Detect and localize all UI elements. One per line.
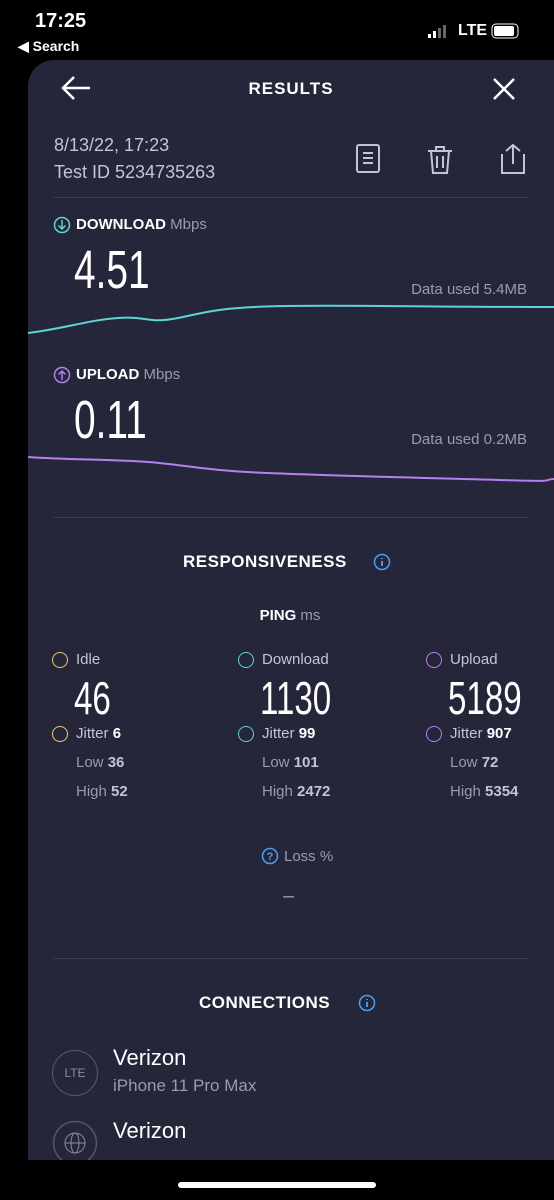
- ping-value: 46: [74, 672, 111, 724]
- lte-icon: LTE: [52, 1050, 98, 1096]
- low-value: 101: [293, 754, 319, 771]
- share-button[interactable]: [501, 143, 525, 174]
- loss-info-icon: ?: [261, 847, 279, 865]
- home-indicator: [178, 1182, 376, 1188]
- download-label: DOWNLOAD: [76, 216, 166, 233]
- ping-label: Download: [262, 651, 329, 668]
- back-button[interactable]: [60, 74, 92, 102]
- network-type: LTE: [458, 22, 488, 39]
- loss-label: Loss %: [284, 848, 334, 865]
- delete-button[interactable]: [428, 146, 452, 174]
- ping-label: Upload: [450, 651, 498, 668]
- connections-title: CONNECTIONS: [199, 993, 331, 1012]
- report-button[interactable]: [356, 144, 380, 173]
- high-label: High: [450, 783, 481, 800]
- ping-value: 5189: [448, 672, 522, 724]
- jitter-value: 99: [298, 725, 316, 742]
- back-label: Search: [32, 38, 80, 54]
- ping-value: 1130: [260, 672, 332, 724]
- server-icon: [52, 1120, 98, 1160]
- ping-label: PING: [259, 607, 297, 624]
- back-to-search[interactable]: ◀ Search: [18, 38, 80, 54]
- ping-label: Idle: [76, 651, 101, 668]
- download-graph: [28, 304, 554, 334]
- high-value: 52: [111, 783, 128, 800]
- jitter: Jitter 99: [262, 726, 315, 741]
- carrier-name: Verizon: [113, 1045, 187, 1070]
- low-value: 36: [107, 754, 125, 771]
- high-value: 2472: [297, 783, 331, 800]
- svg-text:?: ?: [267, 851, 274, 863]
- high-label: High: [262, 783, 293, 800]
- status-icons: [428, 23, 519, 39]
- action-icons: [356, 143, 525, 174]
- jitter: Jitter 6: [76, 726, 121, 741]
- jitter-label: Jitter: [262, 725, 295, 742]
- download-unit: Mbps: [170, 216, 207, 233]
- download-data-used: Data used 5.4MB: [411, 281, 527, 298]
- high: High 5354: [450, 784, 518, 799]
- test-date: 8/13/22, 17:23: [54, 135, 170, 155]
- low-label: Low: [76, 754, 104, 771]
- high-value: 5354: [485, 783, 519, 800]
- upload-value: 0.11: [74, 390, 147, 450]
- high-label: High: [76, 783, 107, 800]
- low: Low 101: [262, 755, 319, 770]
- low: Low 36: [76, 755, 124, 770]
- download-value: 4.51: [74, 240, 150, 300]
- server-name: Verizon: [113, 1118, 187, 1143]
- loss-value: –: [283, 885, 295, 907]
- low-label: Low: [262, 754, 290, 771]
- upload-data-used: Data used 0.2MB: [411, 431, 527, 448]
- high: High 2472: [262, 784, 330, 799]
- close-button[interactable]: [492, 77, 516, 101]
- low: Low 72: [450, 755, 498, 770]
- ping-unit: ms: [300, 607, 321, 624]
- jitter-icon: [52, 726, 68, 742]
- jitter-value: 6: [112, 725, 122, 742]
- jitter-value: 907: [486, 725, 512, 742]
- jitter-icon: [238, 726, 254, 742]
- divider: [54, 517, 528, 518]
- low-value: 72: [481, 754, 499, 771]
- device-name: iPhone 11 Pro Max: [113, 1076, 257, 1095]
- page-title: RESULTS: [248, 79, 334, 98]
- upload-graph: [28, 456, 554, 482]
- results-card: RESULTS 8/13/22, 17:23 Test ID 523473526…: [28, 60, 554, 1160]
- responsiveness-title: RESPONSIVENESS: [183, 552, 347, 571]
- jitter-label: Jitter: [76, 725, 109, 742]
- upload-unit: Mbps: [143, 366, 181, 383]
- jitter: Jitter 907: [450, 726, 512, 741]
- upload-icon: [53, 366, 71, 384]
- info-button[interactable]: [358, 994, 376, 1012]
- info-button[interactable]: [373, 553, 391, 571]
- jitter-icon: [426, 726, 442, 742]
- low-label: Low: [450, 754, 478, 771]
- divider: [54, 197, 528, 198]
- ping-icon: [426, 652, 442, 668]
- high: High 52: [76, 784, 128, 799]
- download-icon: [53, 216, 71, 234]
- status-time: 17:25: [35, 10, 87, 32]
- upload-label: UPLOAD: [76, 366, 140, 383]
- ping-icon: [238, 652, 254, 668]
- ping-icon: [52, 652, 68, 668]
- test-id: Test ID 5234735263: [54, 162, 216, 182]
- divider: [54, 958, 528, 959]
- jitter-label: Jitter: [450, 725, 483, 742]
